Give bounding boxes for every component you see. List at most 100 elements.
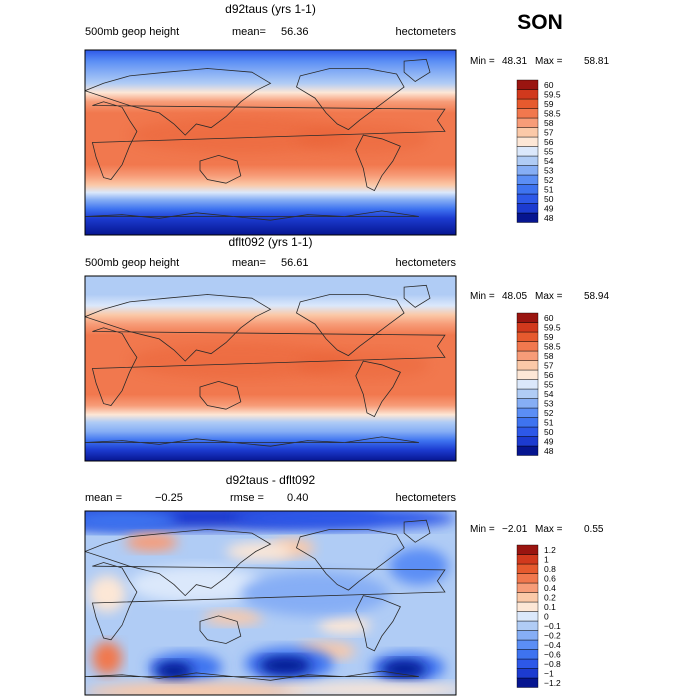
chart-panel-2: dflt092 (yrs 1-1) 500mb geop height mean= 5… [84,235,609,462]
field-blob [203,610,264,626]
coastline [355,134,401,192]
colorbar-box [516,445,539,456]
colorbar-label: −0.8 [544,659,561,669]
colorbar-label: 58 [544,351,554,361]
field-blob [296,124,431,154]
coastline [85,210,419,221]
colorbar-label: 0.6 [544,574,556,584]
colorbar-box [516,436,539,447]
panel-title: d92taus - dflt092 [226,473,316,487]
field-blob [318,615,371,635]
coastline [296,294,405,357]
colorbar-box [516,369,539,380]
field-blob [129,342,353,380]
min-label: Min = [470,291,495,302]
map-field [85,511,456,695]
min-label: Min = [470,524,495,535]
colorbar-box [516,360,539,371]
max-label: Max = [535,524,563,535]
field-blob [233,511,456,530]
colorbar-box [516,193,539,204]
colorbar-box [516,630,539,641]
field-blob [155,661,193,681]
colorbar-label: 57 [544,361,554,371]
colorbar-label: 58 [544,118,554,128]
colorbar-label: 0.1 [544,602,556,612]
colorbar-box [516,79,539,90]
min-value: 48.05 [502,291,527,302]
colorbar-label: −0.1 [544,621,561,631]
colorbar-box [516,388,539,399]
coastline [199,380,242,410]
colorbar-label: 54 [544,389,554,399]
field-blob [129,116,353,154]
colorbar-label: 53 [544,166,554,176]
colorbar-label: −0.4 [544,640,561,650]
colorbar-box [516,89,539,100]
map-frame [84,275,457,462]
colorbar-label: 50 [544,194,554,204]
colorbar-box [516,407,539,418]
colorbar-box [516,331,539,342]
field-blob [88,575,126,613]
coastline [199,615,242,644]
max-value: 58.81 [584,56,609,67]
colorbar-box [516,582,539,593]
coastline [85,528,272,597]
colorbar-label: 56 [544,137,554,147]
colorbar-box [516,639,539,650]
panel-title: d92taus (yrs 1-1) [225,2,316,16]
coastline [91,562,446,641]
units-label: hectometers [395,492,456,504]
field-blob [281,682,456,695]
colorbar-label: 59.5 [544,90,561,100]
field-blob [296,350,431,380]
colorbar-label: −0.2 [544,631,561,641]
colorbar-box [516,312,539,323]
colorbar-label: 1.2 [544,545,556,555]
colorbar-box [516,398,539,409]
colorbar-box [516,649,539,660]
field-blob [225,542,293,561]
colorbar-label: 58.5 [544,109,561,119]
coastline [85,436,419,447]
colorbar-box [516,117,539,128]
max-value: 0.55 [584,524,604,535]
colorbar-label: 54 [544,156,554,166]
field-label: 500mb geop height [85,26,179,38]
colorbar-label: 0.4 [544,583,556,593]
season-label: SON [517,11,563,34]
colorbar-box [516,146,539,157]
colorbar-box [516,155,539,166]
field-blob [240,571,390,616]
coastline [355,360,401,418]
colorbar-box [516,563,539,574]
colorbar-label: 49 [544,204,554,214]
colorbar-label: 60 [544,313,554,323]
colorbar-box [516,350,539,361]
field-label: 500mb geop height [85,257,179,269]
colorbar-box [516,426,539,437]
map-field [85,276,456,461]
colorbar-box [516,668,539,679]
colorbar-label: −1.2 [544,678,561,688]
colorbar-box [516,379,539,390]
colorbar-box [516,592,539,603]
units-label: hectometers [395,26,456,38]
colorbar-box [516,136,539,147]
colorbar-box [516,554,539,565]
field-blob [125,533,178,552]
colorbar-box [516,108,539,119]
colorbar-label: 60 [544,80,554,90]
field-blob [92,641,123,675]
min-label: Min = [470,56,495,67]
mean-label: mean= [232,257,266,269]
max-label: Max = [535,291,563,302]
colorbar-box [516,658,539,669]
colorbar-box [516,184,539,195]
colorbar-box [516,174,539,185]
chart-panel-1: d92taus (yrs 1-1) 500mb geop height mean= 5… [84,2,609,236]
